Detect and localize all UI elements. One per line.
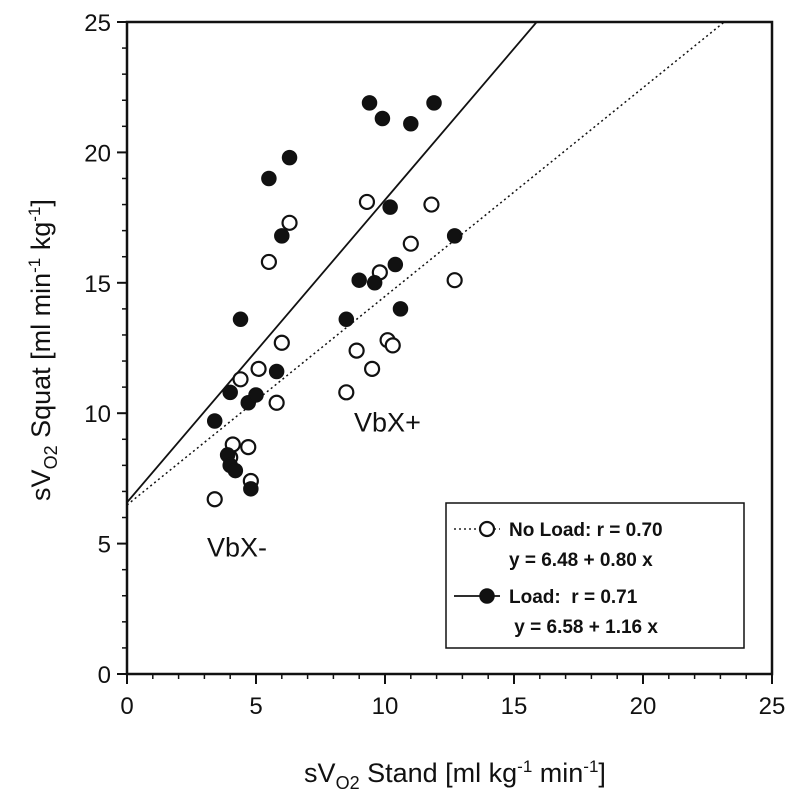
noload-point-18: [402, 235, 419, 252]
x-axis-title: sVO2 Stand [ml kg-1 min-1]: [304, 757, 606, 793]
y-tick-label-0: 0: [98, 662, 111, 689]
noload-point-13: [358, 193, 376, 211]
noload-point-7: [260, 253, 277, 271]
legend-noload-label: No Load: r = 0.70: [509, 520, 663, 541]
load-point-8: [248, 387, 264, 403]
load-point-19: [387, 256, 404, 273]
load-point-20: [392, 301, 409, 317]
load-point-10: [268, 363, 285, 380]
noload-point-3: [232, 371, 249, 388]
x-tick-label-20: 20: [630, 693, 657, 720]
load-point-13: [338, 311, 355, 328]
annotation-vbx-minus: VbX-: [207, 533, 267, 563]
legend-load-label: Load: r = 0.71: [509, 587, 638, 608]
noload-point-17: [384, 337, 401, 354]
load-point-5: [232, 311, 249, 328]
y-tick-label-10: 10: [84, 401, 111, 428]
y-axis-title: sVO2 Squat [ml min-1 kg-1]: [25, 199, 61, 501]
fit-line-series-1: [127, 22, 538, 503]
y-tick-label-15: 15: [84, 271, 111, 298]
legend-noload-equation: y = 6.48 + 0.80 x: [509, 550, 653, 571]
x-tick-label-25: 25: [759, 693, 786, 720]
load-point-17: [374, 110, 391, 127]
plot-frame: [125, 20, 774, 676]
y-tick-label-5: 5: [98, 532, 111, 559]
legend: No Load: r = 0.70 y = 6.48 + 0.80 x Load…: [445, 502, 745, 649]
load-point-11: [274, 228, 290, 244]
load-point-2: [222, 384, 238, 401]
load-point-14: [351, 272, 367, 288]
x-tick-label-0: 0: [120, 693, 133, 720]
noload-point-12: [348, 342, 365, 359]
load-point-12: [281, 149, 298, 166]
load-point-21: [403, 115, 419, 132]
load-point-22: [426, 95, 442, 111]
annotation-vbx-plus: VbX+: [354, 407, 421, 437]
load-point-23: [446, 228, 463, 244]
legend-box: [445, 502, 745, 649]
noload-point-8: [268, 394, 285, 411]
load-point-18: [382, 199, 398, 215]
load-point-4: [227, 462, 244, 479]
noload-point-6: [250, 360, 267, 377]
axes: 0 5 10 15 20 25 0 5 10 15 20 25: [84, 10, 785, 720]
noload-point-20: [446, 272, 463, 289]
noload-point-9: [273, 334, 290, 351]
noload-point-0: [206, 491, 223, 508]
noload-point-19: [423, 196, 440, 213]
load-point-0: [206, 413, 223, 429]
data-markers: [206, 95, 463, 508]
x-tick-label-5: 5: [249, 693, 262, 720]
load-point-9: [261, 170, 277, 187]
fit-line-series-0: [127, 22, 726, 506]
noload-point-11: [338, 384, 355, 401]
y-tick-label-25: 25: [84, 10, 111, 37]
legend-noload-marker: [478, 520, 496, 538]
fit-lines: [127, 22, 726, 506]
y-tick-label-20: 20: [84, 140, 111, 167]
load-point-7: [243, 481, 259, 497]
noload-point-10: [281, 214, 298, 231]
noload-point-4: [240, 439, 257, 456]
plot-area: [125, 20, 774, 676]
legend-load-equation: y = 6.58 + 1.16 x: [509, 617, 658, 638]
load-point-16: [366, 275, 383, 291]
noload-point-14: [364, 360, 381, 377]
x-tick-label-10: 10: [372, 693, 399, 720]
legend-load-marker: [479, 588, 495, 604]
load-point-15: [361, 95, 378, 111]
x-tick-label-15: 15: [501, 693, 528, 720]
